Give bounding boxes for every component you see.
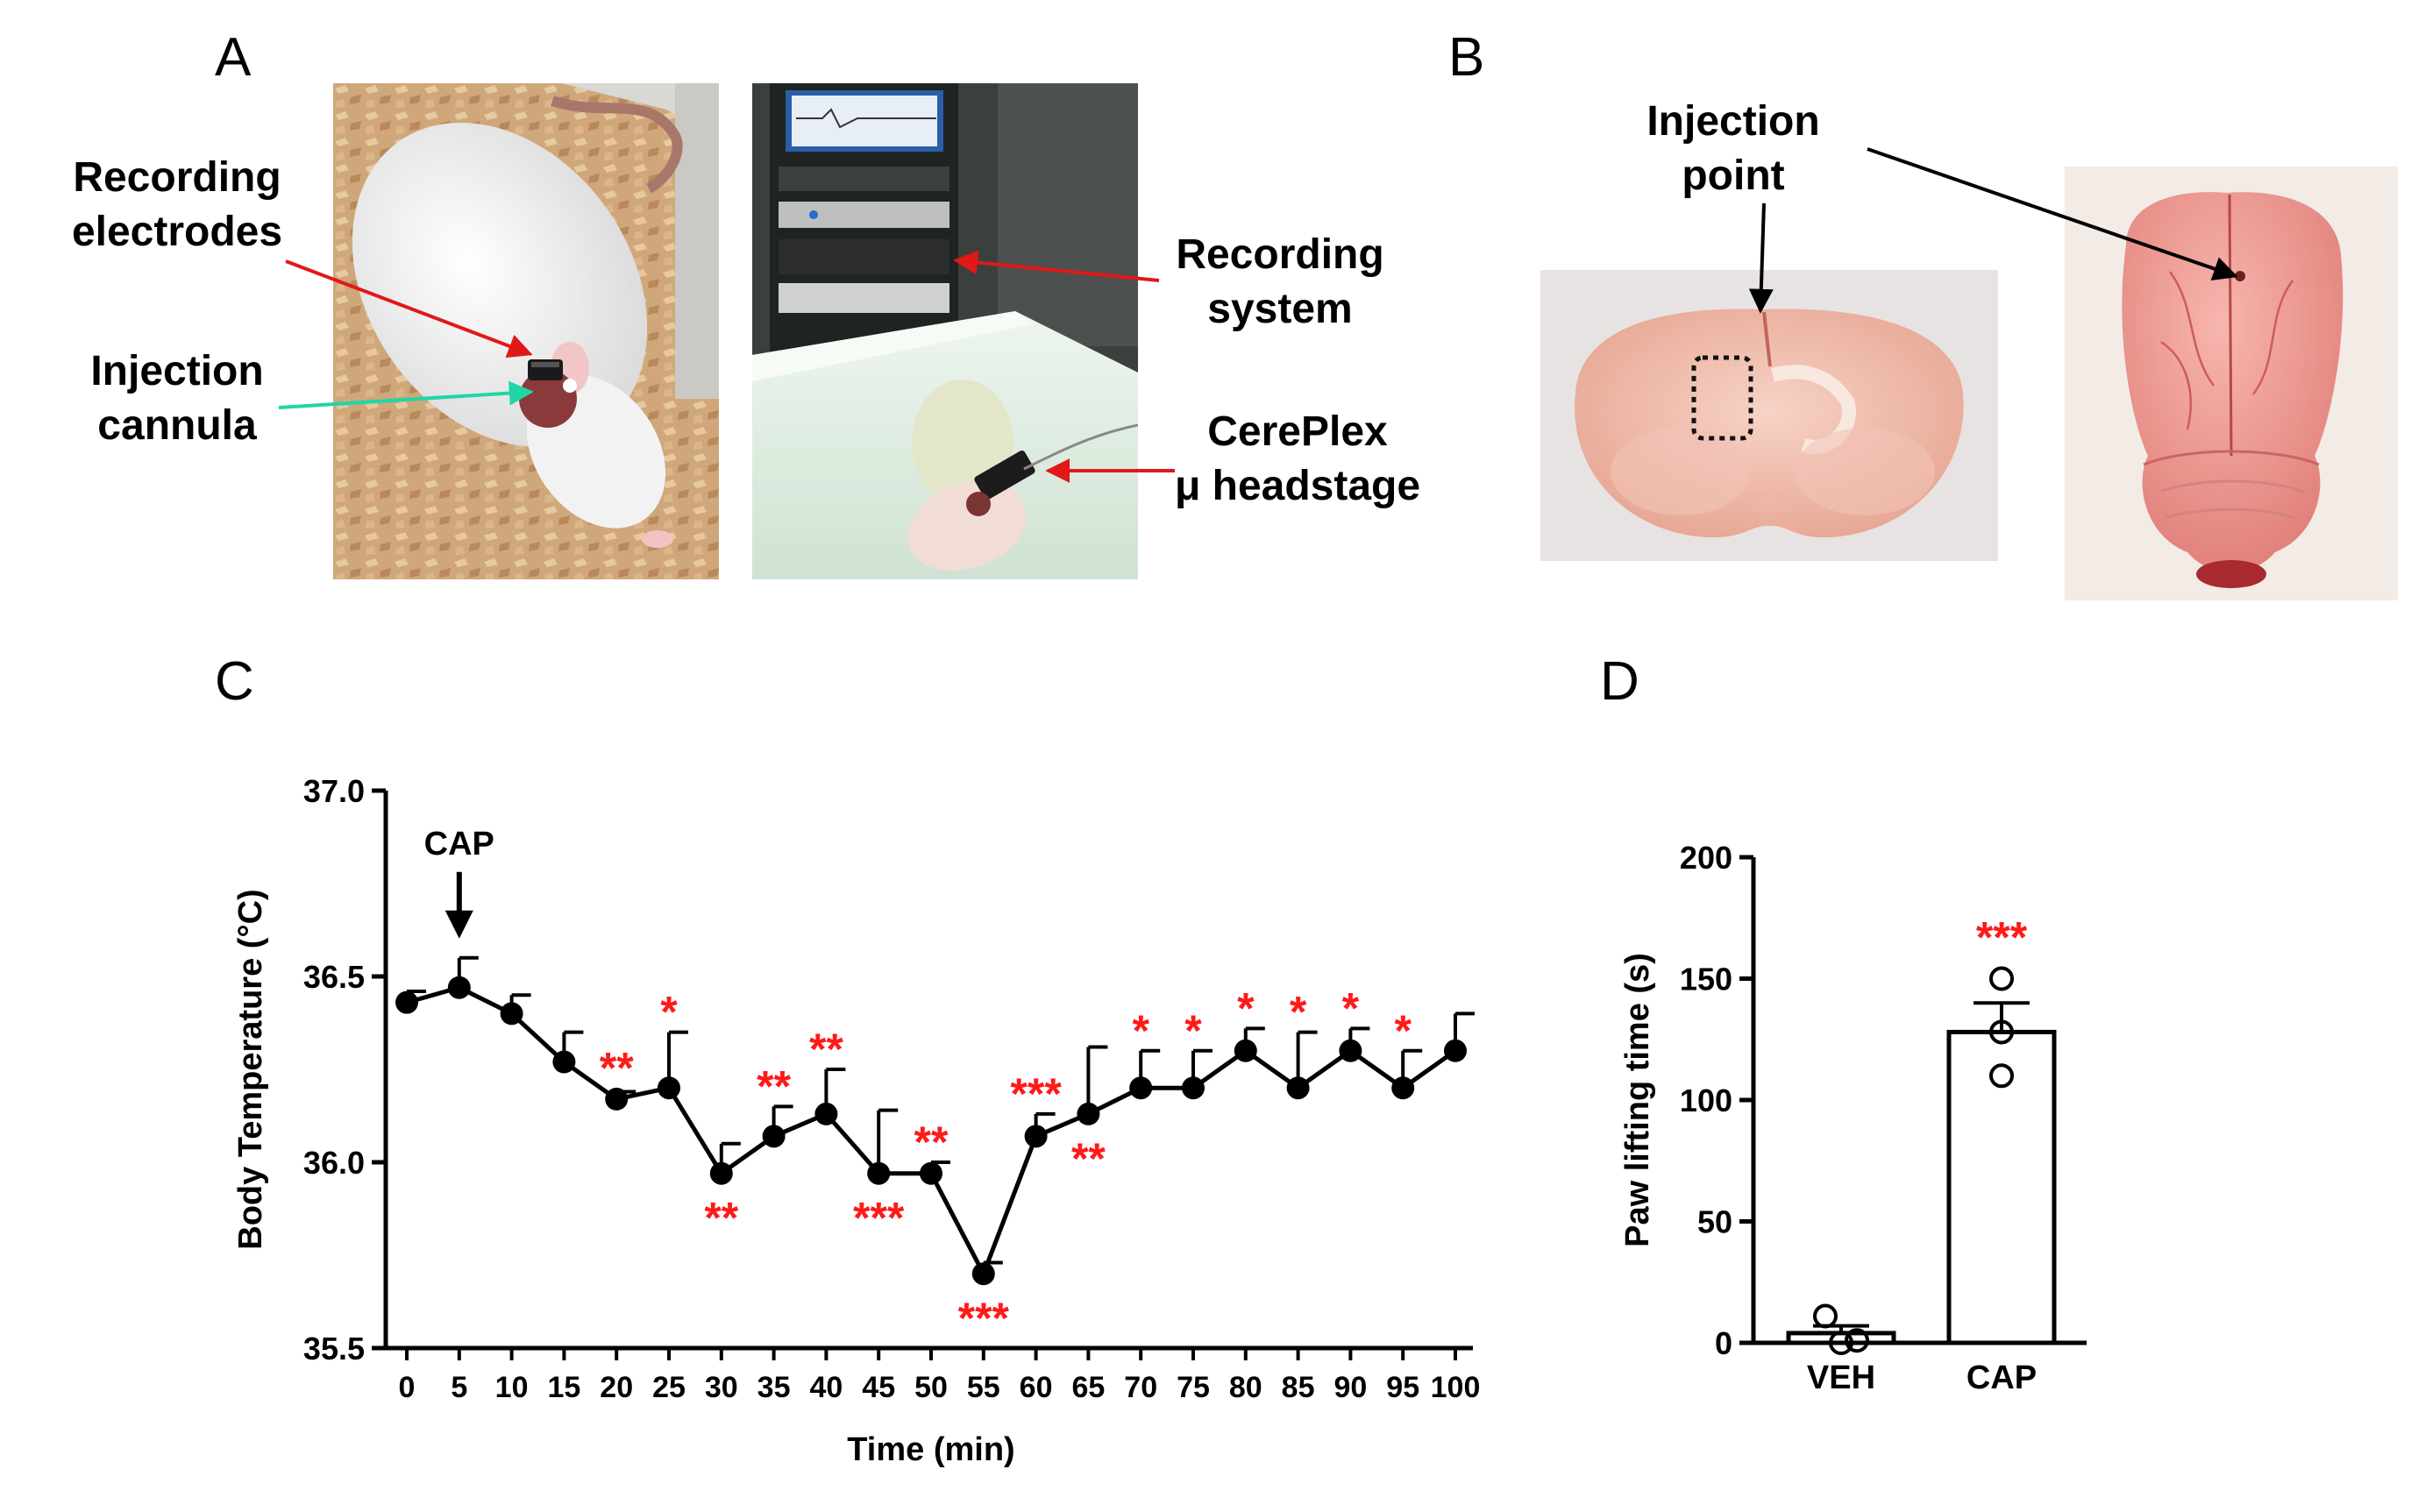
- x-tick-label: 65: [1071, 1371, 1105, 1404]
- individual-point: [1829, 1331, 1853, 1355]
- individual-point: [1845, 1328, 1869, 1353]
- data-point: [920, 1161, 942, 1185]
- bar-veh: [1786, 1331, 1896, 1345]
- data-point: [552, 1050, 576, 1074]
- significance-marker: *: [1342, 983, 1360, 1033]
- rat-photo: [333, 83, 719, 579]
- data-point: [867, 1161, 891, 1185]
- data-point: [605, 1087, 629, 1111]
- significance-marker: *: [1184, 1006, 1202, 1055]
- y-tick-label: 150: [1680, 962, 1732, 997]
- individual-point: [1989, 966, 2014, 991]
- data-point: [447, 976, 471, 999]
- significance-marker: **: [914, 1118, 949, 1167]
- y-tick-label: 36.0: [303, 1145, 365, 1181]
- data-point: [814, 1102, 838, 1125]
- x-tick-label: 25: [652, 1371, 686, 1404]
- significance-marker: **: [704, 1194, 738, 1243]
- headstage-label: CerePlex μ headstage: [1174, 408, 1421, 509]
- significance-marker: *: [1132, 1006, 1149, 1055]
- x-tick-label: 45: [862, 1371, 895, 1404]
- data-point: [971, 1262, 995, 1286]
- significance-marker: *: [1290, 988, 1307, 1037]
- x-tick-label: 40: [809, 1371, 843, 1404]
- significance-marker: ***: [1010, 1069, 1062, 1118]
- data-point: [1077, 1102, 1100, 1125]
- data-point: [1234, 1039, 1257, 1062]
- data-point: [1024, 1125, 1048, 1148]
- injection-cannula-label: Injection cannula: [90, 348, 264, 449]
- paw-lifting-chart: 0 50 100 150 200 Paw lifting time (s) VEH CAP **…: [1619, 840, 2087, 1396]
- significance-marker: **: [809, 1025, 843, 1074]
- data-point: [658, 1076, 680, 1100]
- data-point: [1286, 1076, 1310, 1100]
- x-tick-label: 55: [967, 1371, 1000, 1404]
- x-tick-label: 75: [1177, 1371, 1210, 1404]
- individual-point: [1989, 1063, 2014, 1089]
- significance-marker: ***: [1976, 913, 2028, 962]
- data-point: [1339, 1039, 1362, 1062]
- panel-letter-d: D: [1600, 651, 1639, 712]
- y-tick-label: 100: [1680, 1083, 1732, 1118]
- y-tick-label: 35.5: [303, 1331, 365, 1366]
- body-temperature-chart: 35.5 36.0 36.5 37.0 0 5 10 15 20 25 30 35 40 45 50 55 60…: [232, 773, 1481, 1468]
- x-axis-label: Time (min): [847, 1431, 1014, 1468]
- y-tick-label: 50: [1697, 1204, 1732, 1240]
- significance-marker: **: [1071, 1134, 1106, 1183]
- data-point: [500, 1002, 523, 1026]
- y-tick-label: 36.5: [303, 959, 365, 995]
- x-tick-label: 0: [399, 1371, 416, 1404]
- x-tick-label: 30: [705, 1371, 738, 1404]
- y-tick-label: 37.0: [303, 773, 365, 809]
- significance-marker: *: [1237, 983, 1255, 1033]
- x-tick-label: 80: [1229, 1371, 1262, 1404]
- recording-electrodes-label: Recording electrodes: [71, 154, 283, 255]
- data-point: [1444, 1039, 1467, 1062]
- y-tick-label: 200: [1680, 840, 1732, 876]
- data-point: [762, 1125, 786, 1148]
- significance-marker: ***: [958, 1294, 1010, 1343]
- coronal-slice-photo: [1540, 270, 1998, 561]
- x-tick-label: 15: [547, 1371, 580, 1404]
- x-tick-label: 60: [1020, 1371, 1053, 1404]
- x-tick-label: 95: [1386, 1371, 1419, 1404]
- individual-point: [1813, 1303, 1838, 1329]
- significance-marker: *: [1394, 1006, 1412, 1055]
- bar-cap: [1946, 1029, 2057, 1345]
- x-tick-label: 5: [451, 1371, 467, 1404]
- x-tick-label: 70: [1124, 1371, 1157, 1404]
- x-tick-label: 20: [600, 1371, 633, 1404]
- panel-letter-a: A: [215, 27, 252, 88]
- data-point: [1182, 1076, 1205, 1100]
- y-tick-label: 0: [1715, 1325, 1732, 1361]
- whole-brain-photo: [2065, 167, 2398, 600]
- data-point: [1391, 1076, 1415, 1100]
- x-tick-label: 50: [914, 1371, 948, 1404]
- significance-marker: **: [757, 1061, 791, 1111]
- y-axis-label: Body Temperature (°C): [232, 889, 269, 1249]
- recording-system-label: Recording system: [1176, 231, 1384, 332]
- data-point: [709, 1161, 733, 1185]
- panel-letter-c: C: [215, 651, 254, 712]
- x-tick-label: 100: [1431, 1371, 1481, 1404]
- y-axis-label: Paw lifting time (s): [1619, 953, 1656, 1247]
- x-tick-label: VEH: [1807, 1359, 1875, 1396]
- cap-annotation-arrow-head: [444, 910, 473, 939]
- individual-point: [1989, 1019, 2014, 1045]
- x-tick-label: 35: [757, 1371, 791, 1404]
- data-point: [1129, 1076, 1153, 1100]
- data-point: [395, 990, 418, 1014]
- x-tick-label: 85: [1282, 1371, 1315, 1404]
- recording-setup-photo: [752, 83, 1138, 579]
- injection-point-label: Injection point: [1646, 98, 1820, 199]
- panel-letter-b: B: [1448, 27, 1485, 88]
- significance-marker: *: [660, 988, 678, 1037]
- cap-annotation-label: CAP: [424, 826, 494, 862]
- x-tick-label: 90: [1333, 1371, 1367, 1404]
- x-tick-label: 10: [495, 1371, 529, 1404]
- significance-marker: **: [600, 1043, 634, 1092]
- significance-marker: ***: [853, 1194, 905, 1243]
- x-tick-label: CAP: [1966, 1359, 2037, 1396]
